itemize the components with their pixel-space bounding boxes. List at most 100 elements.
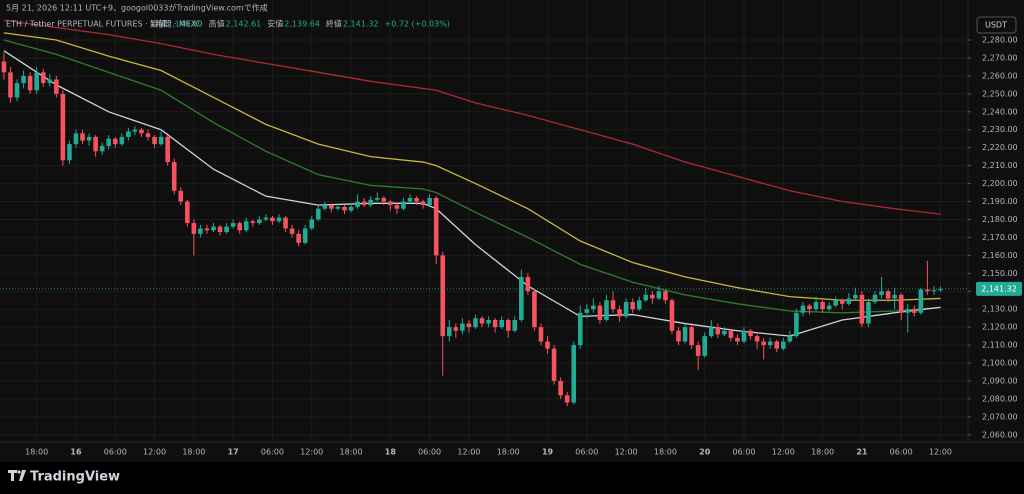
candle-body [420, 201, 426, 206]
candle-body [342, 206, 347, 211]
candle-body [859, 294, 865, 324]
y-tick-label: 2,170.00 [982, 233, 1018, 242]
candle-body [892, 294, 897, 299]
candle-body [21, 75, 26, 84]
x-tick-label: 06:00 [890, 448, 913, 457]
candle-body [414, 197, 419, 202]
candle-body [99, 145, 105, 152]
candle-body [839, 300, 845, 304]
candle-body [381, 197, 387, 202]
candle-body [591, 305, 596, 310]
y-tick-label: 2,180.00 [982, 215, 1018, 224]
candle-body [918, 289, 924, 313]
candle-body [178, 190, 184, 202]
candle-body [329, 205, 334, 209]
candle-body [741, 330, 747, 342]
candle-body [407, 197, 413, 202]
candle-body [60, 93, 66, 161]
candle-body [748, 330, 753, 337]
candle-body [374, 197, 380, 200]
candle-body [833, 300, 838, 306]
candle-body [171, 162, 177, 191]
candle-body [126, 131, 131, 137]
candle-body [276, 217, 282, 222]
candle-body [165, 136, 170, 163]
candle-body [237, 223, 242, 231]
moving-average-line [3, 50, 941, 337]
x-tick-label: 06:00 [732, 448, 755, 457]
candle-body [73, 133, 79, 145]
candle-body [335, 206, 341, 209]
candle-body [551, 348, 557, 381]
candle-body [309, 219, 315, 229]
candle-body [722, 330, 727, 335]
currency[interactable]: USDT [985, 21, 1007, 30]
candle-body [885, 291, 891, 299]
candle-body [650, 294, 655, 299]
candle-body [433, 197, 439, 256]
candle-body [322, 205, 328, 209]
candle-body [8, 72, 13, 98]
legend-low-label: 安値 [267, 19, 283, 29]
candle-body [47, 79, 53, 84]
candle-body [198, 228, 203, 234]
candle-body [630, 302, 635, 310]
legend-open: 2,140.59 [167, 20, 203, 29]
x-tick-label: 17 [228, 448, 239, 457]
candle-body [925, 289, 930, 292]
candle-body [623, 302, 629, 317]
x-tick-label: 20 [699, 448, 711, 457]
candle-body [708, 327, 714, 337]
y-tick-label: 2,280.00 [982, 36, 1018, 45]
candle-body [636, 300, 642, 310]
candle-body [86, 136, 92, 141]
candle-body [931, 290, 937, 292]
candle-body [604, 300, 609, 320]
y-tick-label: 2,190.00 [982, 197, 1018, 206]
candle-body [663, 291, 668, 301]
candle-body [735, 337, 740, 342]
candle-body [388, 201, 393, 206]
x-tick-label: 06:00 [575, 448, 598, 457]
y-tick-label: 2,270.00 [982, 53, 1018, 62]
candle-body [185, 201, 190, 224]
legend-change: +0.72 (+0.03%) [385, 20, 450, 29]
x-tick-label: 18 [385, 448, 397, 457]
candle-body [800, 305, 806, 313]
candle-body [460, 323, 465, 331]
candle-body [224, 226, 229, 233]
candle-body [93, 136, 98, 152]
candle-body [787, 336, 793, 342]
candle-body [1, 61, 7, 73]
legend-low: 2,139.64 [284, 20, 320, 29]
last-price-box [976, 281, 1022, 296]
candle-body [112, 138, 118, 145]
legend-close-label: 終値 [326, 19, 342, 29]
candle-body [761, 341, 766, 346]
candle-body [669, 300, 675, 331]
candle-body [479, 318, 485, 324]
candle-body [617, 309, 622, 317]
x-tick-label: 18:00 [25, 448, 48, 457]
logo-dot [17, 470, 21, 474]
x-tick-label: 18:00 [182, 448, 205, 457]
candle-body [682, 327, 688, 342]
candle-body [912, 309, 917, 313]
y-tick-label: 2,060.00 [982, 430, 1018, 439]
candle-body [525, 276, 531, 292]
candle-body [453, 327, 459, 331]
candle-body [846, 298, 852, 304]
legend-open-label: 始値 [150, 19, 166, 29]
candle-body [643, 294, 649, 301]
y-tick-label: 2,090.00 [982, 376, 1018, 385]
candle-body [610, 300, 616, 310]
candle-body [532, 291, 537, 328]
legend-high: 2,142.61 [226, 20, 262, 29]
y-tick-label: 2,200.00 [982, 179, 1018, 188]
x-tick-label: 19 [542, 448, 554, 457]
currency-box[interactable] [976, 16, 1017, 34]
candle-body [898, 294, 904, 313]
x-tick-label: 06:00 [418, 448, 441, 457]
candle-body [512, 319, 518, 331]
candle-body [702, 336, 708, 356]
